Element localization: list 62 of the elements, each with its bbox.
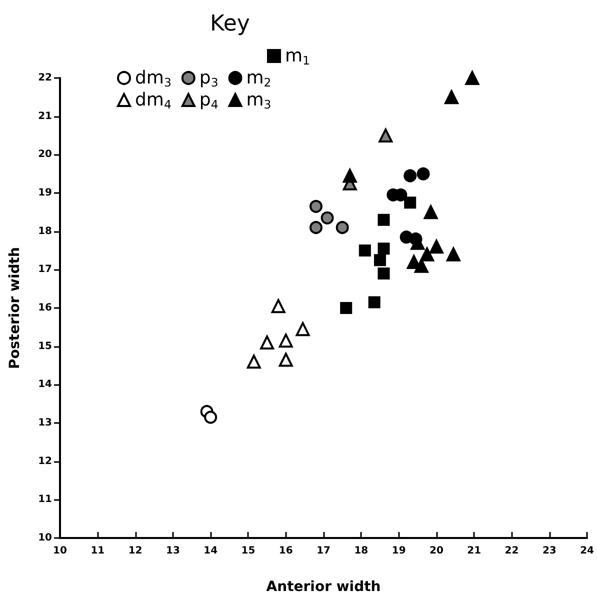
point	[340, 302, 352, 314]
x-tick-label: 17	[316, 546, 331, 556]
point	[444, 90, 459, 104]
point	[374, 254, 386, 266]
point	[404, 196, 416, 209]
point	[368, 296, 380, 308]
y-tick-label: 13	[38, 418, 52, 428]
point	[320, 211, 334, 224]
legend-title: Key	[210, 12, 250, 36]
point	[260, 336, 274, 350]
y-tick-label: 17	[38, 264, 52, 276]
x-tick-label: 14	[204, 546, 218, 556]
point	[424, 205, 438, 220]
x-tick-label: 23	[542, 546, 556, 556]
x-tick-label: 16	[278, 546, 293, 556]
x-tick-label: 21	[467, 546, 482, 556]
point	[414, 258, 428, 273]
x-tick-label: 12	[128, 546, 142, 556]
x-tick-label: 18	[354, 546, 368, 556]
y-tick-label: 14	[38, 379, 52, 390]
point	[336, 221, 349, 234]
point	[342, 168, 357, 183]
point	[310, 221, 322, 234]
point	[406, 255, 421, 269]
y-tick-label: 15	[38, 340, 52, 352]
y-tick-label: 11	[38, 494, 52, 506]
y-tick-label: 20	[38, 149, 52, 160]
y-tick-label: 21	[38, 110, 52, 122]
x-axis-title: Anterior width	[266, 579, 381, 595]
point	[278, 334, 293, 348]
point	[310, 200, 322, 213]
x-tick-label: 19	[392, 546, 406, 556]
point	[204, 410, 218, 424]
point	[420, 247, 434, 262]
y-tick-label: 22	[38, 72, 52, 84]
point	[278, 352, 293, 367]
point	[429, 240, 444, 254]
point	[378, 128, 393, 142]
point	[296, 322, 310, 336]
point	[246, 354, 261, 369]
y-tick-label: 12	[38, 456, 52, 467]
point	[404, 169, 417, 182]
x-tick-label: 24	[580, 546, 594, 556]
y-tick-label: 16	[38, 302, 52, 314]
x-tick-label: 20	[430, 546, 444, 556]
x-tick-label: 11	[90, 546, 105, 556]
point	[446, 247, 460, 262]
y-axis-title: Posterior width	[7, 247, 23, 369]
y-tick-label: 18	[38, 226, 52, 237]
y-tick-label: 10	[38, 532, 52, 544]
point	[465, 71, 480, 85]
point	[378, 268, 390, 280]
x-tick-label: 15	[241, 546, 256, 556]
point	[271, 299, 286, 314]
point	[378, 242, 390, 255]
x-tick-label: 10	[53, 546, 67, 556]
point	[378, 214, 390, 226]
x-tick-label: 22	[504, 546, 519, 556]
point	[358, 244, 371, 256]
y-tick-label: 19	[38, 188, 52, 198]
point	[416, 167, 430, 180]
x-tick-label: 13	[166, 546, 180, 556]
